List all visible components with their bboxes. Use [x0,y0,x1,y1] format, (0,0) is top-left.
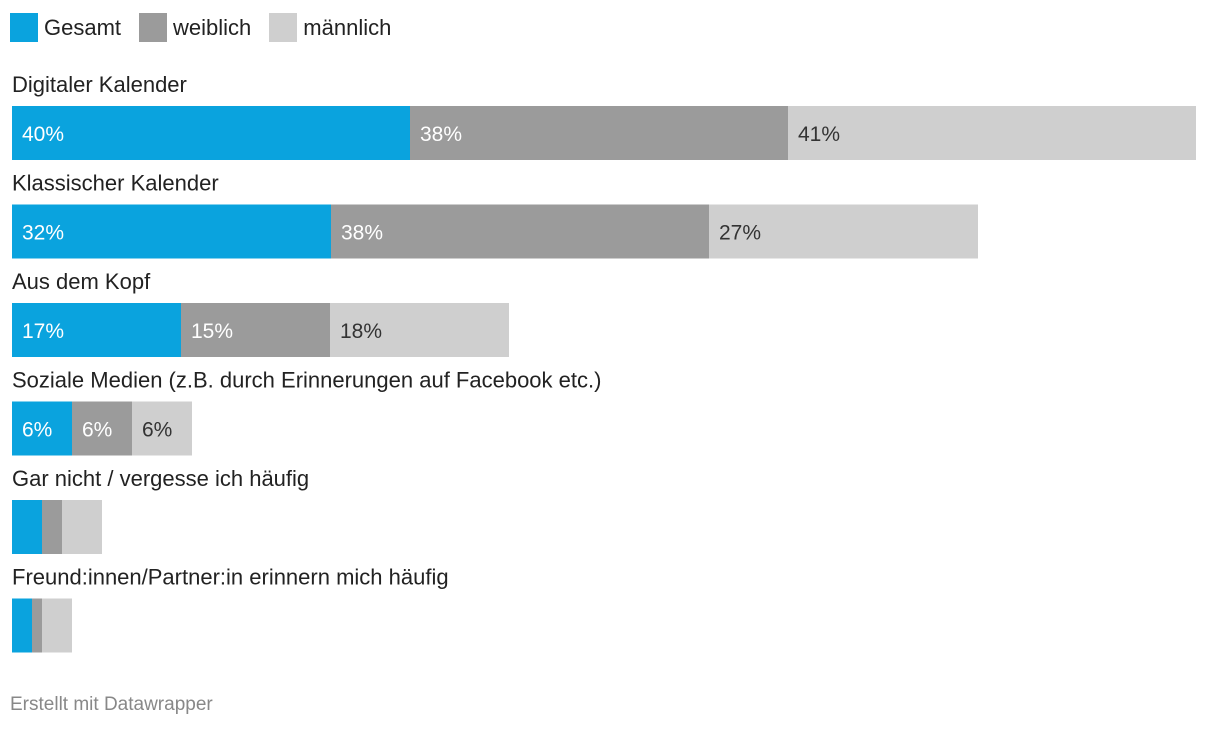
value-label-maennlich-digitaler-kalender: 41% [798,123,840,146]
bar-weiblich-digitaler-kalender[interactable] [410,106,788,160]
bar-weiblich-aus-dem-kopf[interactable] [181,303,330,357]
value-label-gesamt-klassischer-kalender: 32% [22,222,64,245]
bar-maennlich-klassischer-kalender[interactable] [709,204,978,259]
bar-gesamt-digitaler-kalender[interactable] [12,106,410,160]
value-label-maennlich-soziale-medien-z-b-durch-erinnerungen-auf-facebook-etc: 6% [142,419,172,442]
category-label-soziale-medien-z-b-durch-erinnerungen-auf-facebook-etc: Soziale Medien (z.B. durch Erinnerungen … [12,368,601,393]
value-label-maennlich-klassischer-kalender: 27% [719,222,761,245]
legend-item-weiblich[interactable]: weiblich [139,13,251,42]
category-label-klassischer-kalender: Klassischer Kalender [12,171,219,196]
bar-weiblich-klassischer-kalender[interactable] [331,204,709,259]
bar-gesamt-soziale-medien-z-b-durch-erinnerungen-auf-facebook-etc[interactable] [12,401,72,456]
bar-weiblich-gar-nicht-vergesse-ich-haeufig[interactable] [42,500,62,554]
value-label-gesamt-digitaler-kalender: 40% [22,123,64,146]
bar-gesamt-klassischer-kalender[interactable] [12,204,331,259]
legend-label-maennlich: männlich [303,15,392,40]
bar-weiblich-soziale-medien-z-b-durch-erinnerungen-auf-facebook-etc[interactable] [72,401,132,456]
bar-maennlich-soziale-medien-z-b-durch-erinnerungen-auf-facebook-etc[interactable] [132,401,192,456]
category-label-freund-innen-partner-in-erinnern-mich-haeufig: Freund:innen/Partner:in erinnern mich hä… [12,565,449,590]
bar-weiblich-freund-innen-partner-in-erinnern-mich-haeufig[interactable] [32,598,42,653]
value-label-weiblich-aus-dem-kopf: 15% [191,320,233,343]
bar-maennlich-digitaler-kalender[interactable] [788,106,1196,160]
category-label-aus-dem-kopf: Aus dem Kopf [12,269,151,294]
value-label-weiblich-soziale-medien-z-b-durch-erinnerungen-auf-facebook-etc: 6% [82,419,112,442]
bar-gesamt-freund-innen-partner-in-erinnern-mich-haeufig[interactable] [12,598,32,653]
bar-gesamt-aus-dem-kopf[interactable] [12,303,181,357]
bar-maennlich-aus-dem-kopf[interactable] [330,303,509,357]
value-label-maennlich-aus-dem-kopf: 18% [340,320,382,343]
bar-gesamt-gar-nicht-vergesse-ich-haeufig[interactable] [12,500,42,554]
legend-item-maennlich[interactable]: männlich [269,13,391,42]
category-label-gar-nicht-vergesse-ich-haeufig: Gar nicht / vergesse ich häufig [12,466,309,491]
bar-maennlich-gar-nicht-vergesse-ich-haeufig[interactable] [62,500,102,554]
legend-swatch-gesamt [10,13,38,42]
legend-item-gesamt[interactable]: Gesamt [10,13,121,42]
stacked-bar-chart: Digitaler Kalender 40% 38% 41% Klassischer K… [12,72,1196,653]
chart-legend: Gesamt weiblich männlich [10,12,409,43]
category-label-digitaler-kalender: Digitaler Kalender [12,72,187,97]
value-label-gesamt-soziale-medien-z-b-durch-erinnerungen-auf-facebook-etc: 6% [22,419,52,442]
legend-swatch-maennlich [269,13,298,42]
legend-label-weiblich: weiblich [173,15,252,40]
footer-credit[interactable]: Erstellt mit Datawrapper [10,694,213,715]
value-label-gesamt-aus-dem-kopf: 17% [22,320,64,343]
legend-swatch-weiblich [139,13,168,42]
bar-maennlich-freund-innen-partner-in-erinnern-mich-haeufig[interactable] [42,598,72,653]
legend-label-gesamt: Gesamt [44,15,122,40]
value-label-weiblich-digitaler-kalender: 38% [420,123,462,146]
value-label-weiblich-klassischer-kalender: 38% [341,222,383,245]
